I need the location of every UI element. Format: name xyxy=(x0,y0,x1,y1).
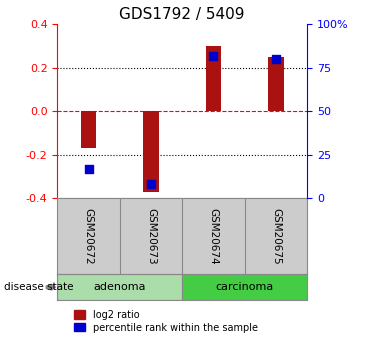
Text: disease state: disease state xyxy=(4,282,73,292)
Text: adenoma: adenoma xyxy=(94,282,146,292)
Point xyxy=(148,182,154,187)
Text: GSM20675: GSM20675 xyxy=(271,208,281,265)
Point xyxy=(85,166,91,171)
Point xyxy=(211,53,216,58)
Text: GSM20674: GSM20674 xyxy=(208,208,218,265)
Bar xyxy=(81,111,96,148)
Bar xyxy=(182,274,307,300)
Text: GSM20673: GSM20673 xyxy=(146,208,156,265)
Title: GDS1792 / 5409: GDS1792 / 5409 xyxy=(120,7,245,22)
Bar xyxy=(206,46,221,111)
Text: GSM20672: GSM20672 xyxy=(84,208,94,265)
Legend: log2 ratio, percentile rank within the sample: log2 ratio, percentile rank within the s… xyxy=(70,306,262,337)
Text: carcinoma: carcinoma xyxy=(216,282,274,292)
Bar xyxy=(57,274,182,300)
Point xyxy=(273,56,279,62)
Bar xyxy=(143,111,159,192)
Bar xyxy=(268,57,284,111)
